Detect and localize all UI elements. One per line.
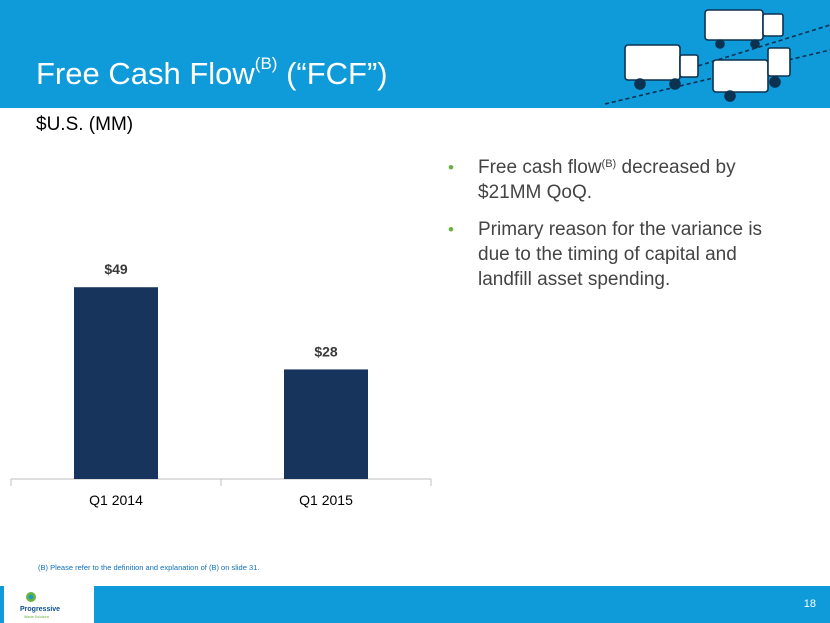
title-main: Free Cash Flow (36, 56, 255, 91)
bullet-text-rest: decreased by $21MM QoQ. (478, 157, 736, 203)
logo-text: Progressive (20, 606, 61, 613)
footer-band: Progressive Waste Solutions (0, 586, 830, 623)
title-sup: (B) (254, 54, 278, 73)
data-label-0: $49 (104, 261, 128, 277)
bullet-list: • Free cash flow(B) decreased by $21MM Qo… (448, 155, 788, 304)
title-rest: (“FCF”) (277, 56, 388, 91)
logo-subtext: Waste Solutions (24, 615, 50, 619)
bullet-item-variance-reason: • Primary reason for the variance is due … (448, 217, 788, 292)
bullet-text: Primary reason for the variance is due t… (478, 219, 763, 290)
bullet-sup: (B) (601, 158, 617, 170)
bullet-item-fcf-decrease: • Free cash flow(B) decreased by $21MM Qo… (448, 155, 788, 205)
header-band: Free Cash Flow(B) (“FCF”) (0, 0, 830, 108)
data-label-1: $28 (314, 343, 338, 359)
bullet-marker: • (448, 158, 454, 177)
x-tick-label-0: Q1 2014 (89, 492, 143, 508)
slide-title: Free Cash Flow(B) (“FCF”) (36, 54, 388, 92)
logo-mark-icon (26, 592, 36, 602)
bar-0 (74, 287, 158, 479)
bar-chart: $49 Q1 2014 $28 Q1 2015 (10, 261, 432, 508)
x-tick-label-1: Q1 2015 (299, 492, 353, 508)
unit-label: $U.S. (MM) (36, 114, 134, 135)
bullet-text: Free cash flow (478, 157, 602, 178)
bar-1 (284, 369, 368, 479)
page-number: 18 (803, 598, 816, 610)
footnote: (B) Please refer to the definition and e… (38, 563, 260, 572)
company-logo: Progressive Waste Solutions (4, 586, 94, 623)
bullet-marker: • (448, 220, 454, 239)
garbage-trucks-illustration (604, 9, 830, 105)
